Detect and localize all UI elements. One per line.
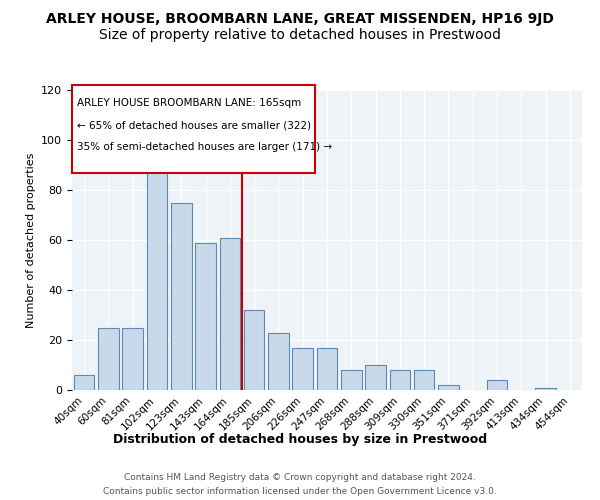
Text: ARLEY HOUSE, BROOMBARN LANE, GREAT MISSENDEN, HP16 9JD: ARLEY HOUSE, BROOMBARN LANE, GREAT MISSE…	[46, 12, 554, 26]
Text: ARLEY HOUSE BROOMBARN LANE: 165sqm: ARLEY HOUSE BROOMBARN LANE: 165sqm	[77, 98, 301, 108]
Bar	[535, 388, 556, 390]
Text: Contains public sector information licensed under the Open Government Licence v3: Contains public sector information licen…	[103, 488, 497, 496]
Bar	[268, 332, 289, 390]
Text: Size of property relative to detached houses in Prestwood: Size of property relative to detached ho…	[99, 28, 501, 42]
Bar	[171, 202, 191, 390]
Bar	[244, 310, 265, 390]
Text: ← 65% of detached houses are smaller (322): ← 65% of detached houses are smaller (32…	[77, 120, 311, 130]
Bar	[487, 380, 508, 390]
Bar	[220, 238, 240, 390]
Bar	[98, 328, 119, 390]
Text: 35% of semi-detached houses are larger (171) →: 35% of semi-detached houses are larger (…	[77, 142, 332, 152]
Bar	[389, 370, 410, 390]
Bar	[365, 365, 386, 390]
Bar	[146, 155, 167, 390]
Text: Distribution of detached houses by size in Prestwood: Distribution of detached houses by size …	[113, 432, 487, 446]
Bar	[74, 375, 94, 390]
Bar	[438, 385, 459, 390]
Text: Contains HM Land Registry data © Crown copyright and database right 2024.: Contains HM Land Registry data © Crown c…	[124, 472, 476, 482]
Bar	[317, 348, 337, 390]
Bar	[122, 328, 143, 390]
Bar	[195, 242, 216, 390]
Bar	[414, 370, 434, 390]
Bar	[292, 348, 313, 390]
Bar	[341, 370, 362, 390]
Bar	[72, 85, 315, 172]
Y-axis label: Number of detached properties: Number of detached properties	[26, 152, 35, 328]
